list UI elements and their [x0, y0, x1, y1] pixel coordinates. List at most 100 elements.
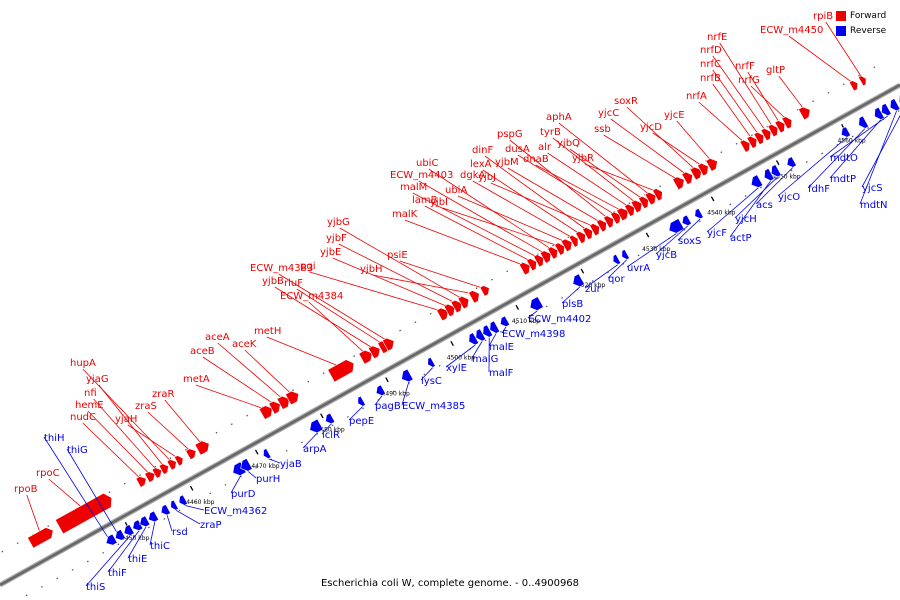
gene-label-dusA: dusA	[505, 144, 530, 155]
tick-label: 4550 kbp	[772, 173, 800, 180]
legend-swatch-forward	[836, 10, 846, 21]
tick-label: 4450 kbp	[121, 535, 149, 542]
gene-label-ECW_m4384: ECW_m4384	[280, 291, 343, 302]
connector-rsd	[166, 514, 173, 532]
gene-label-ECW_m4383: ECW_m4383	[250, 263, 313, 274]
gene-label-yjbG: yjbG	[327, 217, 350, 228]
gene-label-fdhF: fdhF	[808, 184, 830, 195]
gene-rpiB	[858, 75, 867, 87]
connector-yjcF	[706, 187, 759, 233]
tick-label: 4530 kbp	[642, 246, 670, 253]
gene-label-thiS: thiS	[86, 582, 105, 593]
gene-metH	[327, 359, 355, 383]
gene-aceA	[276, 395, 290, 410]
gene-label-zraR: zraR	[152, 389, 174, 400]
connector-zraR	[164, 399, 203, 446]
gene-label-yjbM: yjbM	[495, 157, 519, 168]
gene-label-zraS: zraS	[135, 401, 157, 412]
gene-arpA	[309, 418, 324, 434]
connector-gltP	[778, 75, 806, 111]
gene-label-lexA: lexA	[470, 159, 492, 170]
gene-label-aceK: aceK	[232, 339, 257, 350]
gene-acs	[786, 156, 797, 168]
connector-ssb	[603, 134, 680, 181]
connector-xylE	[445, 344, 476, 368]
gene-label-purD: purD	[231, 489, 256, 500]
gene-label-hupA: hupA	[70, 358, 96, 369]
gene-yjbQ	[638, 195, 649, 210]
connector-ECW_m4384	[308, 301, 367, 355]
gene-label-yjbQ: yjbQ	[557, 138, 580, 149]
gene-dusA	[610, 211, 621, 225]
connector-rluF	[296, 288, 384, 345]
connector-mdtP	[829, 119, 882, 179]
connector-mdtO	[829, 115, 889, 158]
gene-label-yjbR: yjbR	[572, 153, 594, 164]
connector-yjbI	[442, 207, 561, 247]
connector-zur	[584, 264, 619, 289]
gene-label-ECW_m4398: ECW_m4398	[502, 329, 565, 340]
gene-ECW_m4362	[178, 494, 189, 506]
connector-hupA	[82, 368, 173, 464]
gene-malF	[482, 324, 494, 338]
gene-label-qor: qor	[608, 274, 625, 285]
gene-label-soxR: soxR	[614, 96, 638, 107]
connector-qor	[607, 259, 628, 279]
tick-mark	[450, 341, 454, 347]
tick-label: 4540 kbp	[707, 210, 735, 217]
gene-label-hemE: hemE	[75, 400, 104, 411]
connector-yjbE	[332, 257, 451, 308]
gene-yjbI	[554, 242, 565, 256]
connector-yjbR	[584, 163, 659, 193]
connector-zraP	[175, 509, 201, 525]
gene-hemE	[144, 471, 156, 483]
connector-zraS	[147, 411, 192, 453]
gene-lysC	[427, 356, 436, 368]
gene-dgkA	[568, 234, 579, 248]
gene-label-aceB: aceB	[190, 346, 215, 357]
gene-label-yjbF: yjbF	[326, 233, 347, 244]
connector-nrfA	[698, 101, 746, 144]
gene-yjbB	[368, 345, 381, 360]
legend-swatch-reverse	[836, 25, 846, 36]
gene-label-ssb: ssb	[594, 124, 611, 135]
gene-nrfG	[781, 116, 793, 130]
gene-label-thiG: thiG	[67, 445, 88, 456]
gene-ECW_m4385	[401, 368, 414, 383]
connector-yjbH	[372, 274, 475, 295]
gene-yjbG	[457, 295, 470, 310]
connector-yjcC	[610, 118, 688, 176]
gene-label-nrfA: nrfA	[686, 91, 707, 102]
gene-yjaG	[158, 463, 169, 475]
gene-label-nfi: nfi	[84, 388, 97, 399]
gene-label-rsd: rsd	[172, 527, 188, 538]
connector-yjcH	[734, 176, 778, 219]
gene-label-yjbE: yjbE	[320, 247, 341, 258]
connector-yjbG	[339, 227, 465, 301]
gene-qor	[621, 249, 630, 260]
gene-dinF	[582, 227, 593, 241]
gene-label-iclR: iclR	[322, 430, 340, 441]
gene-label-thiF: thiF	[108, 568, 127, 579]
connector-ubiA	[457, 195, 568, 243]
gene-yjcH	[770, 164, 782, 178]
connector-ECW_m4398	[501, 326, 507, 334]
map-caption: Escherichia coli W, complete genome. - 0…	[320, 578, 580, 589]
gene-aceB	[268, 400, 281, 415]
connector-yjaH	[127, 424, 180, 460]
tick-mark	[710, 196, 715, 202]
gene-rpoC	[54, 492, 113, 535]
gene-dnaB	[616, 207, 629, 222]
gene-label-ECW_m4402: ECW_m4402	[528, 314, 591, 325]
gene-actP	[763, 168, 775, 182]
connector-ECW_m4403	[418, 180, 547, 255]
gene-nrfD	[760, 127, 772, 142]
connector-pspG	[509, 139, 610, 220]
gene-label-tyrB: tyrB	[540, 127, 561, 138]
gene-yjcC	[681, 171, 693, 186]
gene-ECW_m4383	[381, 337, 395, 352]
gene-label-yjcC: yjcC	[598, 108, 619, 119]
gene-nfi	[151, 467, 162, 479]
legend-item-forward: Forward	[836, 8, 898, 23]
gene-yjbE	[443, 303, 456, 318]
